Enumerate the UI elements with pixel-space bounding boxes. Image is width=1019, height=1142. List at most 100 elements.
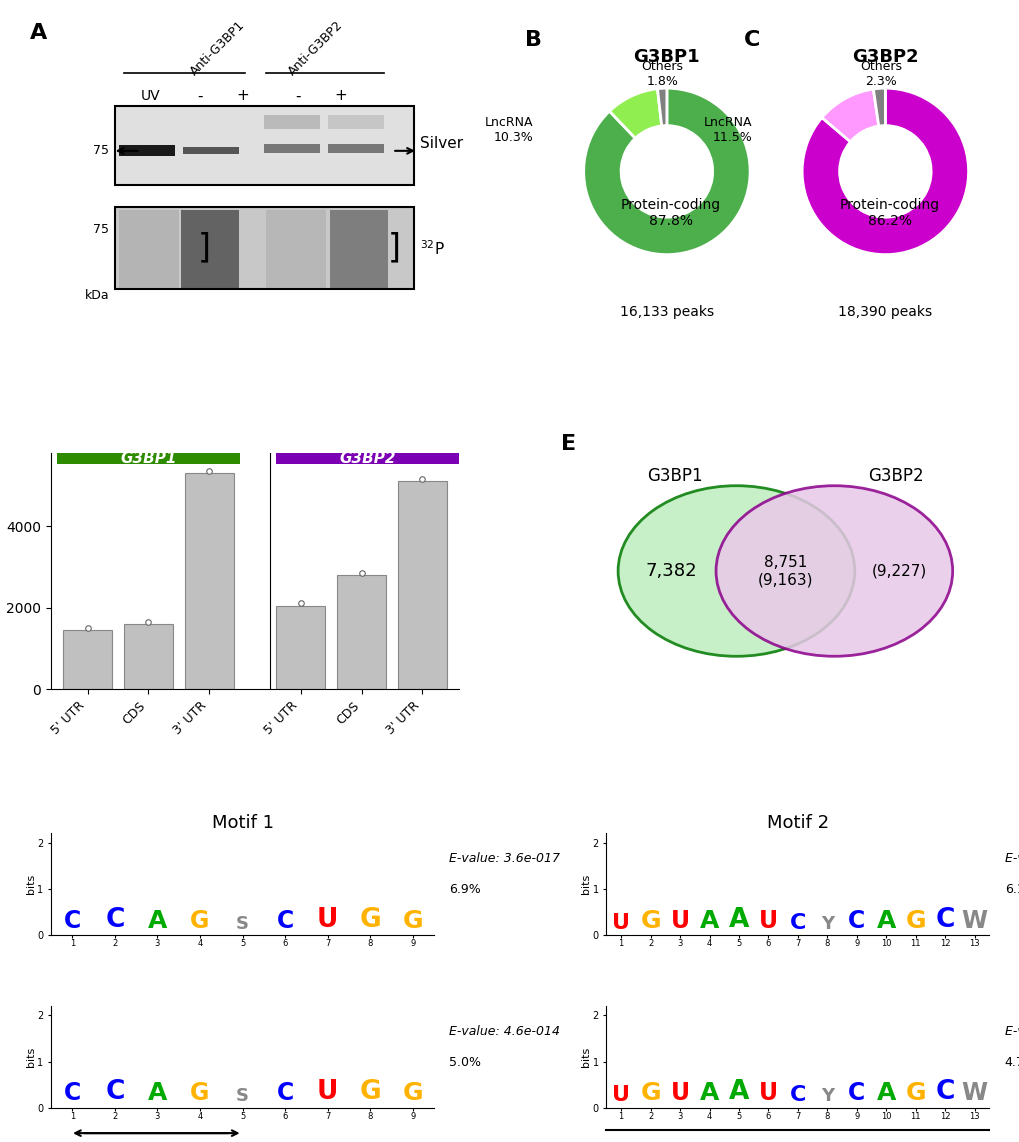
Text: Others
1.8%: Others 1.8%	[641, 61, 683, 88]
Text: E-value: 3.6e-017: E-value: 3.6e-017	[449, 852, 559, 866]
Bar	[397, 481, 446, 690]
Text: G: G	[191, 909, 210, 933]
Text: E-value: 3.3e-015: E-value: 3.3e-015	[1004, 1026, 1019, 1038]
Text: G: G	[191, 1081, 210, 1105]
Text: C: C	[934, 907, 954, 933]
Text: 6.1%: 6.1%	[1004, 883, 1019, 895]
Text: LncRNA
10.3%: LncRNA 10.3%	[485, 115, 533, 144]
Y-axis label: bits: bits	[25, 874, 36, 894]
Bar	[330, 210, 387, 288]
Text: G: G	[905, 1081, 925, 1105]
Text: G: G	[403, 909, 423, 933]
Text: U: U	[758, 1081, 777, 1105]
Text: A: A	[875, 1081, 895, 1105]
Text: U: U	[611, 912, 630, 933]
Text: C: C	[789, 912, 805, 933]
Text: C: C	[743, 30, 759, 50]
Text: ]: ]	[387, 232, 400, 265]
Text: Silver: Silver	[420, 137, 463, 152]
Bar	[184, 473, 233, 690]
Text: LncRNA
11.5%: LncRNA 11.5%	[703, 115, 751, 144]
FancyBboxPatch shape	[276, 452, 459, 464]
Title: G3BP1: G3BP1	[633, 48, 699, 66]
Bar	[63, 630, 112, 690]
Text: +: +	[334, 88, 347, 104]
FancyBboxPatch shape	[57, 452, 239, 464]
Wedge shape	[872, 88, 884, 126]
Text: A: A	[728, 907, 748, 933]
Text: 75: 75	[93, 223, 108, 235]
Text: G: G	[403, 1081, 423, 1105]
Text: 7,382: 7,382	[645, 562, 696, 580]
Bar	[183, 147, 238, 154]
Text: C: C	[789, 1085, 805, 1105]
Bar	[181, 210, 238, 288]
Wedge shape	[821, 89, 878, 142]
Text: B: B	[525, 30, 542, 50]
Text: G3BP1: G3BP1	[647, 467, 702, 485]
Text: 8,751
(9,163): 8,751 (9,163)	[757, 555, 812, 587]
Text: Anti-G3BP1: Anti-G3BP1	[187, 18, 247, 78]
Text: -: -	[198, 88, 203, 104]
Text: G: G	[640, 1081, 660, 1105]
Text: G: G	[640, 909, 660, 933]
Ellipse shape	[715, 485, 952, 657]
Bar	[328, 115, 383, 129]
Text: 75: 75	[93, 144, 108, 158]
Wedge shape	[657, 88, 666, 126]
Text: W: W	[961, 1081, 986, 1105]
Text: A: A	[699, 909, 718, 933]
Text: A: A	[30, 23, 47, 43]
Text: E: E	[560, 434, 576, 453]
Bar	[119, 145, 174, 156]
Text: 16,133 peaks: 16,133 peaks	[620, 305, 713, 319]
Text: Y: Y	[820, 1087, 834, 1105]
Bar	[264, 144, 319, 153]
Bar	[115, 207, 413, 289]
Text: C: C	[934, 1079, 954, 1105]
Title: Motif 1: Motif 1	[211, 814, 273, 831]
Text: U: U	[758, 909, 777, 933]
Text: E-value: 2.1e-019: E-value: 2.1e-019	[1004, 852, 1019, 866]
Text: U: U	[611, 1085, 630, 1105]
Text: U: U	[669, 1081, 689, 1105]
Wedge shape	[609, 89, 661, 138]
Text: C: C	[105, 1079, 124, 1105]
Text: 4.7%: 4.7%	[1004, 1055, 1019, 1069]
Y-axis label: bits: bits	[581, 1047, 591, 1067]
Wedge shape	[583, 88, 749, 255]
Text: +: +	[236, 88, 249, 104]
Text: G3BP2: G3BP2	[867, 467, 922, 485]
Text: Y: Y	[820, 915, 834, 933]
Text: U: U	[317, 907, 338, 933]
Text: A: A	[148, 909, 167, 933]
Text: A: A	[148, 1081, 167, 1105]
Text: U: U	[317, 1079, 338, 1105]
Text: Protein-coding
87.8%: Protein-coding 87.8%	[621, 198, 720, 228]
Text: S: S	[235, 915, 249, 933]
Text: C: C	[848, 909, 864, 933]
Text: Anti-G3BP2: Anti-G3BP2	[285, 18, 345, 78]
Text: kDa: kDa	[85, 289, 110, 301]
Text: W: W	[961, 909, 986, 933]
Text: 18,390 peaks: 18,390 peaks	[838, 305, 931, 319]
Bar	[276, 605, 325, 690]
Text: -: -	[296, 88, 301, 104]
Text: G: G	[905, 909, 925, 933]
Text: ]: ]	[198, 232, 211, 265]
Wedge shape	[801, 88, 968, 255]
Text: UV: UV	[141, 89, 160, 103]
Bar	[124, 624, 172, 690]
Text: C: C	[105, 907, 124, 933]
Text: 5.0%: 5.0%	[449, 1055, 481, 1069]
Text: Others
2.3%: Others 2.3%	[859, 61, 902, 88]
Text: C: C	[63, 909, 81, 933]
Bar	[115, 105, 413, 185]
Text: 6.9%: 6.9%	[449, 883, 481, 895]
Y-axis label: bits: bits	[581, 874, 591, 894]
Text: G: G	[359, 907, 381, 933]
Text: (9,227): (9,227)	[871, 563, 926, 579]
Text: A: A	[699, 1081, 718, 1105]
Text: G3BP2: G3BP2	[339, 451, 395, 466]
Text: A: A	[875, 909, 895, 933]
